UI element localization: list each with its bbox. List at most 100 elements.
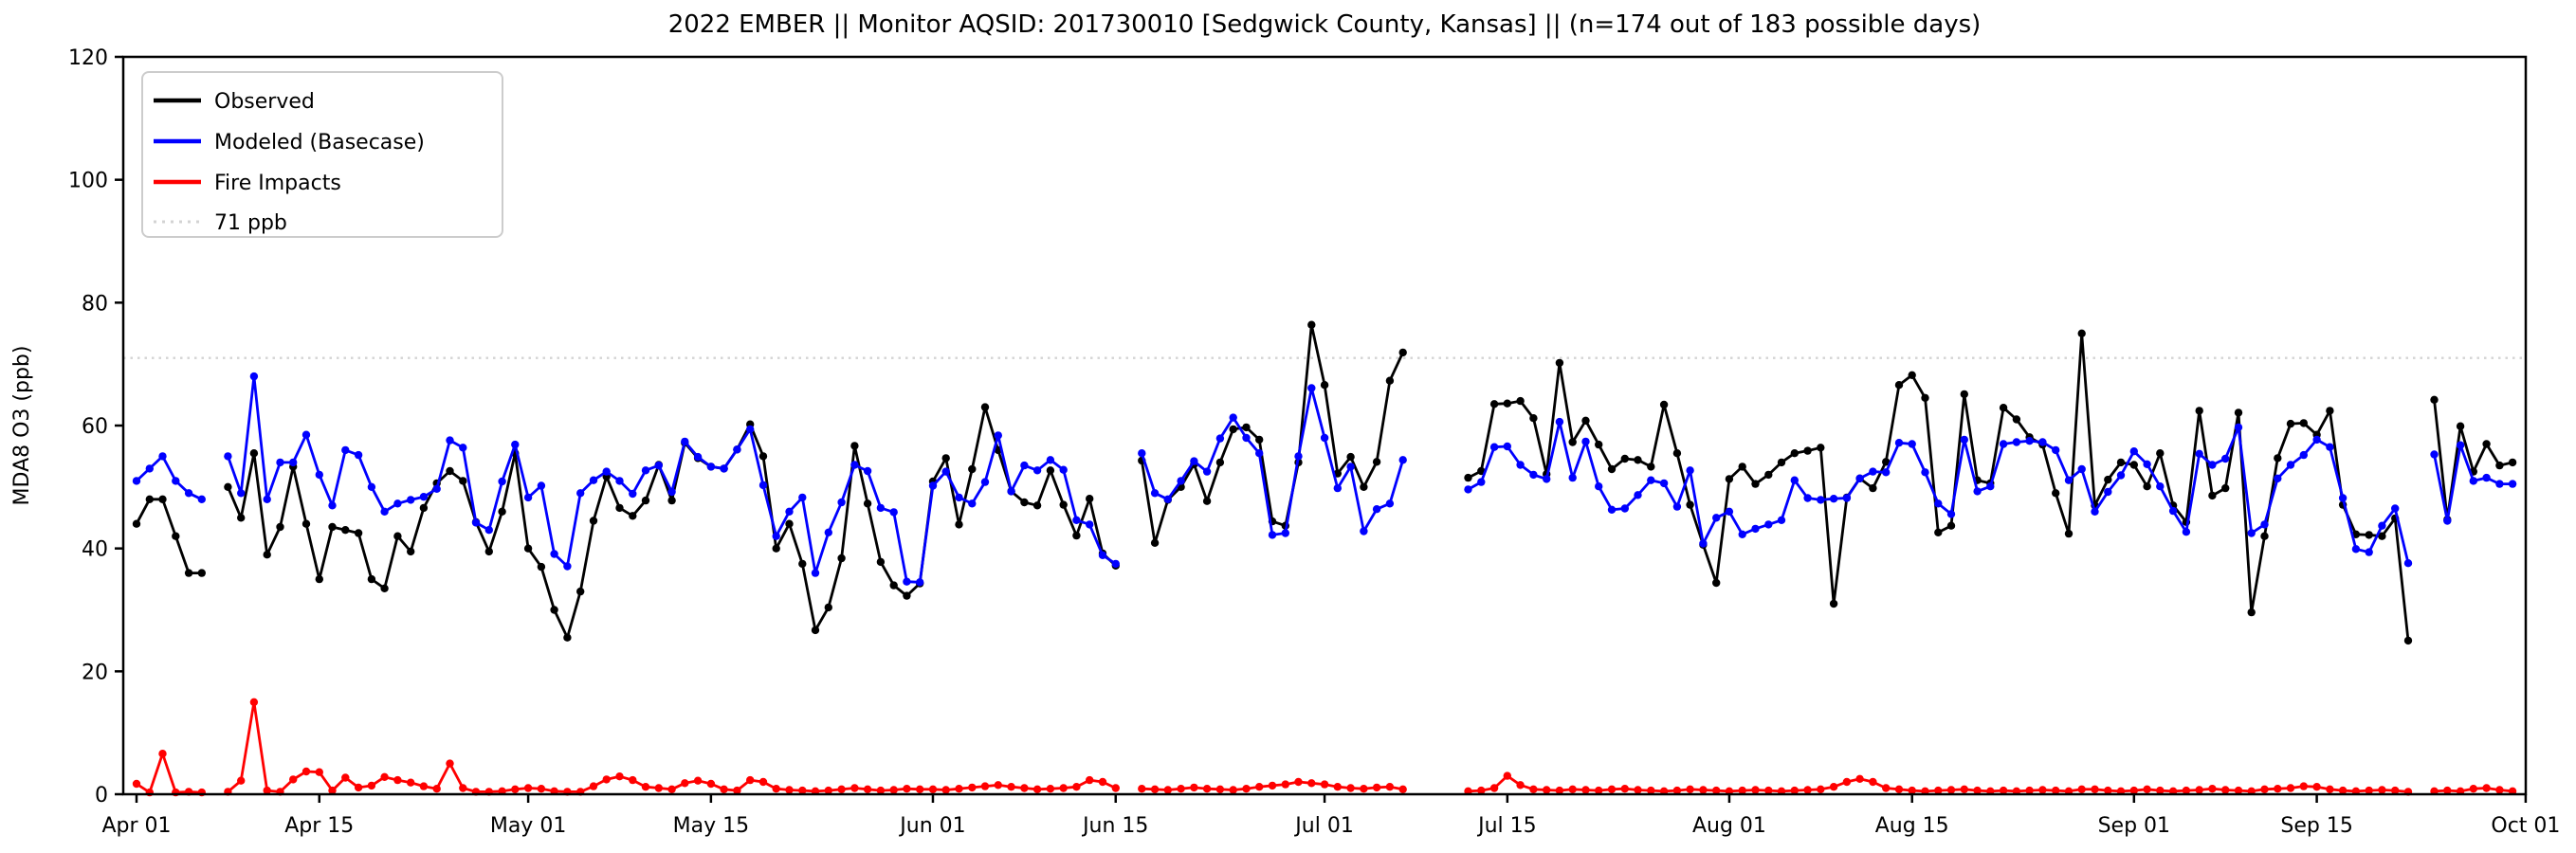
series-modeled-point bbox=[1738, 530, 1746, 538]
series-modeled-point bbox=[1686, 466, 1694, 475]
series-modeled-point bbox=[2443, 517, 2452, 525]
series-fire-impacts-point bbox=[837, 785, 846, 793]
series-fire-impacts-point bbox=[1202, 785, 1212, 793]
series-modeled-point bbox=[393, 499, 402, 508]
series-modeled-point bbox=[2260, 520, 2269, 529]
series-modeled-point bbox=[1647, 476, 1655, 484]
series-modeled-point bbox=[667, 487, 676, 497]
series-observed-point bbox=[237, 514, 246, 522]
series-modeled-point bbox=[550, 550, 558, 558]
series-modeled bbox=[132, 372, 2517, 587]
series-observed-line bbox=[1140, 323, 1404, 545]
series-modeled-point bbox=[301, 430, 311, 439]
series-fire-impacts-point bbox=[2221, 786, 2230, 794]
series-modeled-point bbox=[1150, 489, 1160, 498]
series-fire-impacts-point bbox=[380, 772, 389, 781]
series-modeled-point bbox=[1620, 504, 1630, 513]
series-modeled-point bbox=[1346, 463, 1355, 471]
series-modeled-point bbox=[1659, 479, 1669, 488]
series-observed-point bbox=[276, 522, 284, 532]
series-fire-impacts-point bbox=[1150, 785, 1160, 793]
series-observed-point bbox=[145, 495, 154, 503]
x-tick-label: Aug 01 bbox=[1692, 814, 1766, 838]
series-observed-point bbox=[249, 449, 259, 458]
series-modeled-point bbox=[876, 503, 886, 513]
series-modeled-point bbox=[1529, 470, 1538, 480]
series-observed-point bbox=[1869, 483, 1877, 493]
series-observed-point bbox=[1595, 440, 1603, 449]
series-fire-impacts-point bbox=[237, 776, 246, 785]
series-modeled-point bbox=[1855, 474, 1864, 482]
series-modeled-point bbox=[968, 499, 977, 508]
series-fire-impacts-point bbox=[1072, 783, 1081, 791]
series-observed-point bbox=[1960, 390, 1968, 399]
series-fire-impacts-point bbox=[589, 782, 598, 790]
series-fire-impacts-point bbox=[1020, 784, 1029, 792]
series-fire-impacts-point bbox=[1581, 786, 1590, 794]
legend-label-fire: Fire Impacts bbox=[214, 172, 341, 195]
series-fire-impacts-point bbox=[1686, 785, 1694, 793]
series-modeled-point bbox=[706, 463, 716, 471]
series-modeled-point bbox=[1255, 449, 1264, 458]
series-observed-point bbox=[224, 482, 232, 491]
series-observed-point bbox=[1817, 444, 1825, 452]
series-fire-impacts-point bbox=[393, 775, 402, 785]
series-modeled-point bbox=[629, 489, 637, 499]
series-modeled-point bbox=[1568, 473, 1577, 482]
series-modeled-point bbox=[158, 452, 167, 461]
series-modeled-point bbox=[2025, 437, 2034, 445]
series-observed-point bbox=[941, 454, 950, 463]
x-tick-label: Aug 15 bbox=[1875, 814, 1949, 838]
y-tick-label: 0 bbox=[95, 784, 108, 808]
series-modeled-point bbox=[1764, 520, 1773, 529]
series-fire-impacts-point bbox=[2195, 786, 2203, 794]
series-fire-impacts-point bbox=[1190, 783, 1198, 792]
series-observed-point bbox=[563, 633, 572, 642]
series-modeled-point bbox=[1946, 510, 1956, 518]
series-fire-impacts-point bbox=[1138, 785, 1146, 793]
series-fire-impacts-point bbox=[1817, 785, 1825, 793]
series-modeled-point bbox=[1777, 516, 1786, 524]
series-observed-point bbox=[2234, 408, 2243, 417]
series-observed-point bbox=[1999, 404, 2008, 412]
series-modeled-point bbox=[941, 467, 950, 476]
series-fire-impacts-point bbox=[1098, 777, 1107, 787]
series-observed-point bbox=[1934, 528, 1943, 536]
series-fire-impacts-point bbox=[1869, 777, 1877, 787]
series-observed-point bbox=[758, 452, 768, 461]
series-fire-impacts-point bbox=[916, 785, 924, 793]
series-modeled-point bbox=[602, 467, 611, 476]
series-fire-impacts-point bbox=[681, 779, 689, 788]
series-modeled-point bbox=[1516, 461, 1525, 469]
series-fire-impacts-point bbox=[629, 775, 637, 785]
series-fire-impacts-point bbox=[772, 785, 780, 793]
series-observed-point bbox=[2456, 422, 2465, 430]
series-modeled-point bbox=[380, 507, 389, 516]
series-fire-impacts-point bbox=[2091, 785, 2099, 793]
series-observed-point bbox=[1398, 348, 1407, 357]
series-fire-impacts-point bbox=[1398, 785, 1407, 793]
series-observed-point bbox=[1032, 501, 1042, 510]
series-observed-point bbox=[2365, 531, 2373, 539]
series-modeled-point bbox=[1817, 496, 1825, 504]
series-fire-impacts-point bbox=[1738, 786, 1746, 795]
series-fire-impacts-point bbox=[511, 785, 520, 793]
series-fire-impacts-point bbox=[1177, 785, 1185, 793]
series-modeled-point bbox=[2208, 461, 2217, 469]
series-observed-point bbox=[158, 495, 167, 503]
series-observed-point bbox=[2077, 329, 2086, 337]
series-fire-impacts-point bbox=[1346, 784, 1355, 792]
series-observed-point bbox=[1620, 454, 1630, 463]
series-modeled-point bbox=[2482, 473, 2491, 482]
series-modeled-point bbox=[1894, 439, 1904, 447]
series-fire-impacts-point bbox=[537, 785, 546, 793]
series-modeled-point bbox=[2430, 450, 2439, 459]
series-observed-point bbox=[2208, 491, 2217, 500]
series-fire-impacts-point bbox=[446, 759, 454, 768]
series-fire-impacts-point bbox=[2025, 786, 2034, 795]
series-fire-impacts-point bbox=[1372, 783, 1381, 792]
series-observed-point bbox=[1202, 497, 1212, 505]
series-modeled-point bbox=[928, 481, 938, 490]
series-modeled-point bbox=[733, 445, 741, 454]
